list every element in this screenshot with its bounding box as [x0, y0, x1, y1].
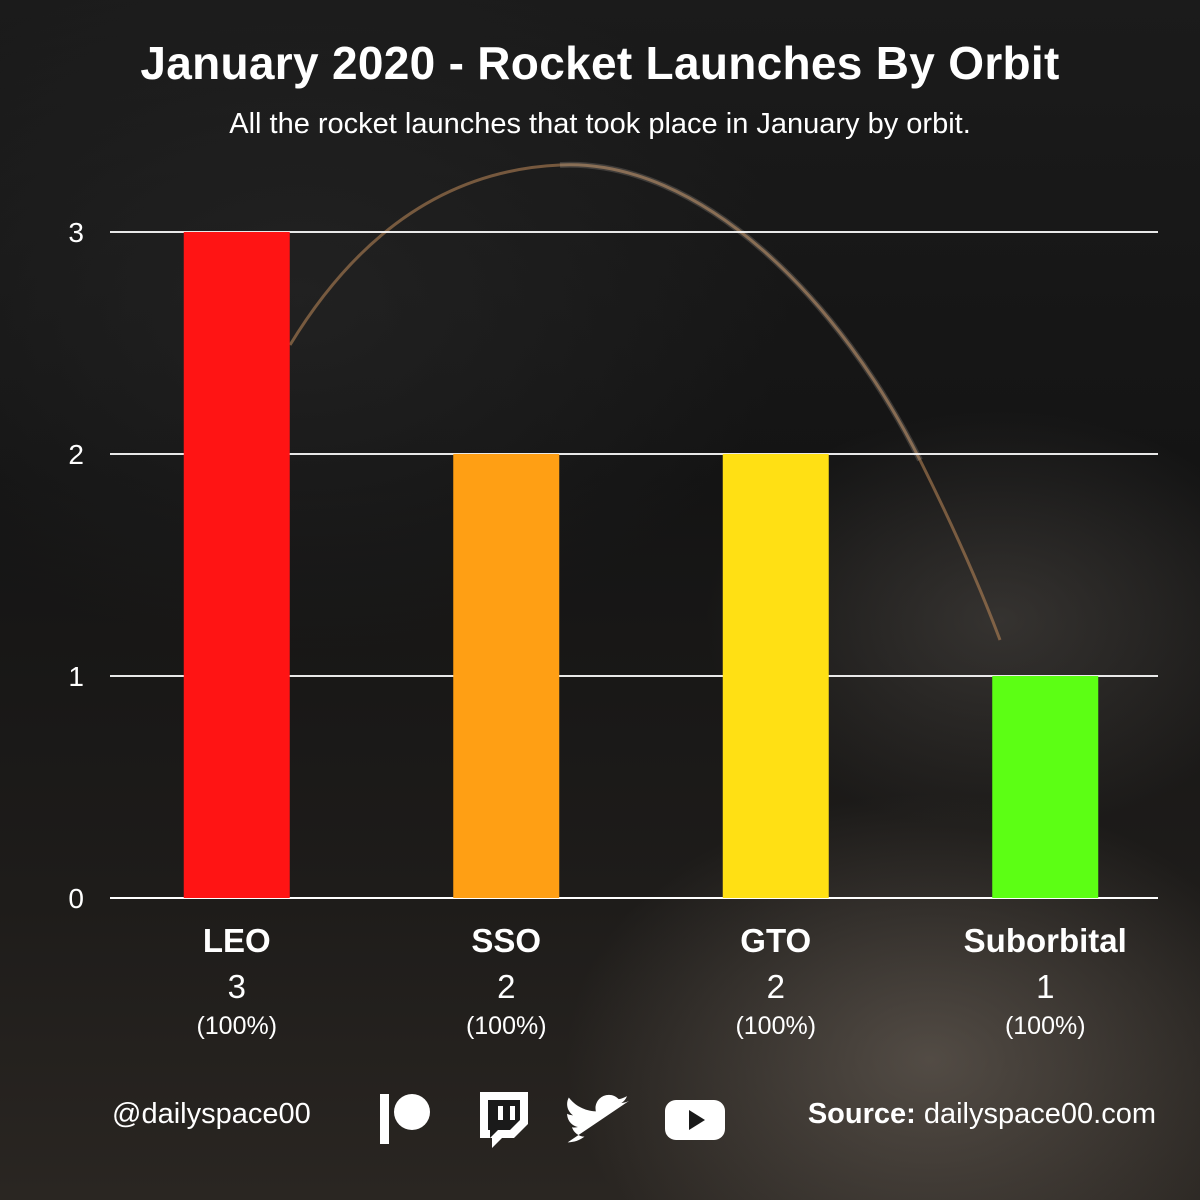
bar — [722, 454, 829, 898]
data-label-percent: (100%) — [466, 1012, 547, 1040]
y-tick-label: 0 — [68, 883, 84, 914]
x-tick-label: SSO — [471, 922, 541, 959]
twitch-icon[interactable] — [470, 1088, 534, 1152]
data-label-percent: (100%) — [735, 1012, 816, 1040]
chart-title: January 2020 - Rocket Launches By Orbit — [140, 37, 1060, 89]
x-tick-label: GTO — [740, 922, 811, 959]
source-credit: Source: dailyspace00.com — [808, 1098, 1156, 1131]
y-tick-label: 2 — [68, 439, 84, 470]
chart-subtitle: All the rocket launches that took place … — [229, 108, 971, 140]
bar — [183, 232, 290, 898]
bar — [992, 676, 1099, 898]
y-tick-label: 1 — [68, 661, 84, 692]
x-tick-label: LEO — [203, 922, 271, 959]
data-label-value: 1 — [1036, 968, 1054, 1005]
source-link[interactable]: dailyspace00.com — [923, 1098, 1156, 1130]
data-label-percent: (100%) — [196, 1012, 277, 1040]
x-tick-label: Suborbital — [964, 922, 1127, 959]
twitter-icon[interactable] — [566, 1094, 632, 1150]
data-label-value: 2 — [767, 968, 785, 1005]
patreon-icon[interactable] — [376, 1088, 436, 1148]
source-label: Source: — [807, 1098, 916, 1130]
youtube-icon[interactable] — [664, 1096, 726, 1144]
data-label-percent: (100%) — [1005, 1012, 1086, 1040]
bar — [453, 454, 560, 898]
y-tick-label: 3 — [68, 217, 84, 248]
launch-trail-arc — [288, 163, 1002, 641]
data-label-value: 2 — [497, 968, 515, 1005]
social-handle[interactable]: @dailyspace00 — [112, 1098, 311, 1130]
data-label-value: 3 — [228, 968, 246, 1005]
